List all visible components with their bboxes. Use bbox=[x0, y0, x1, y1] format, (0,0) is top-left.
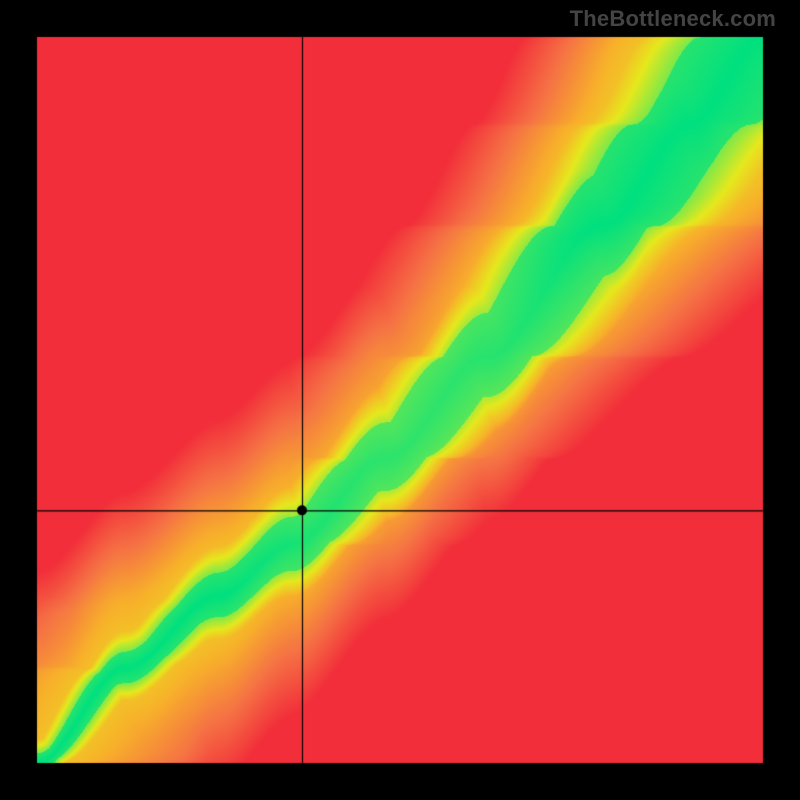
crosshair-overlay bbox=[0, 0, 800, 800]
chart-container: TheBottleneck.com bbox=[0, 0, 800, 800]
watermark-text: TheBottleneck.com bbox=[570, 6, 776, 32]
